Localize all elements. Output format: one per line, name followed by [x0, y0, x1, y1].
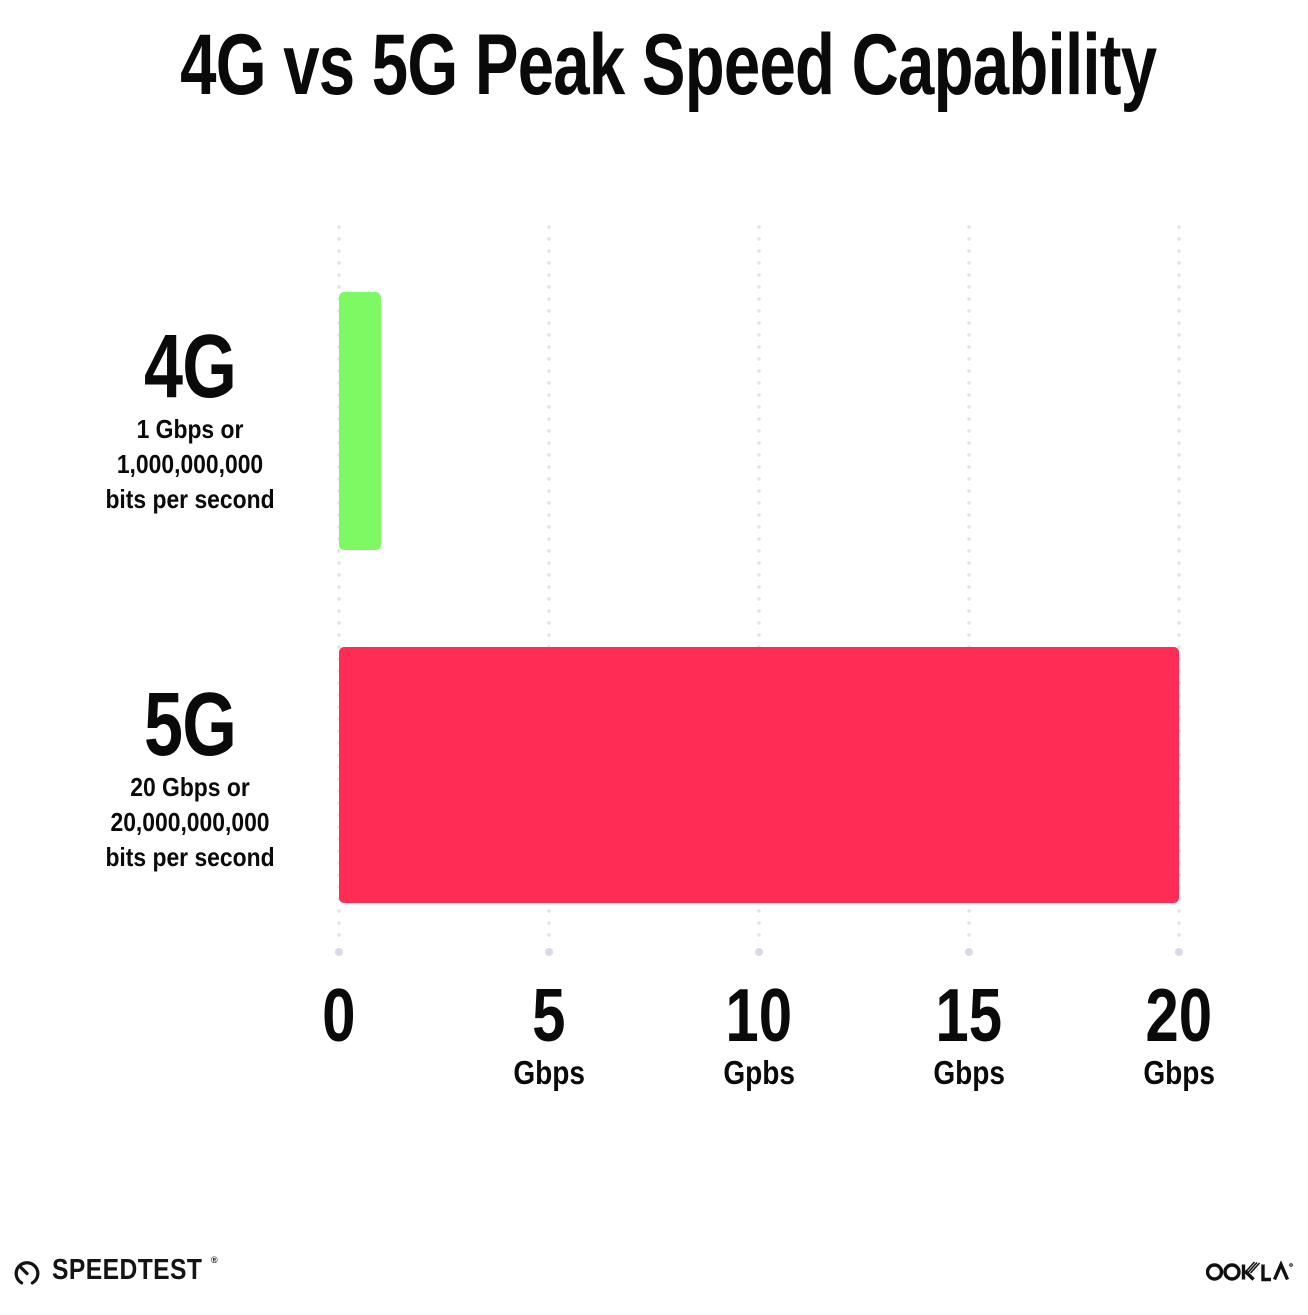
speedtest-gauge-icon: [14, 1261, 40, 1285]
page-title: 4G vs 5G Peak Speed Capability: [0, 18, 1308, 113]
row-5g-sublabel: 20 Gbps or 20,000,000,000 bits per secon…: [58, 770, 322, 875]
ookla-wordmark: [1206, 1260, 1293, 1282]
x-tick-10: 10 Gpbs: [639, 978, 879, 1090]
gridline-10: [755, 224, 763, 956]
x-tick-10-unit: Gpbs: [723, 1054, 795, 1091]
gridline-end-dot: [755, 948, 763, 956]
row-4g-heading: 4G: [40, 322, 340, 412]
x-axis: 0 5 Gbps 10 Gpbs 15 Gbps 20 Gbps: [322, 978, 1215, 1108]
row-5g-heading: 5G: [40, 680, 340, 770]
gridline-end-dot: [335, 948, 343, 956]
row-label-5g: 5G 20 Gbps or 20,000,000,000 bits per se…: [40, 680, 340, 875]
gridline-end-dot: [965, 948, 973, 956]
speedtest-wordmark: SPEEDTEST: [52, 1254, 203, 1286]
x-tick-15: 15 Gbps: [849, 978, 1089, 1090]
x-tick-5-value: 5: [532, 973, 566, 1057]
gridline-20: [1175, 224, 1183, 956]
x-tick-0-value: 0: [322, 973, 356, 1057]
speedtest-logo: SPEEDTEST ®: [10, 1253, 218, 1289]
row-5g-name: 5G: [143, 675, 237, 775]
row-4g-name: 4G: [143, 317, 237, 417]
gridline-end-dot: [545, 948, 553, 956]
row-5g-sub-line-1: 20 Gbps or: [130, 772, 250, 802]
x-tick-20: 20 Gbps: [1059, 978, 1299, 1090]
gridline-0: [335, 224, 343, 956]
row-4g-sub-line-1: 1 Gbps or: [136, 414, 244, 444]
row-5g-sub-line-2: 20,000,000,000: [110, 807, 270, 837]
bar-4g: [339, 292, 381, 550]
row-4g-sublabel: 1 Gbps or 1,000,000,000 bits per second: [58, 412, 322, 517]
x-tick-10-value: 10: [725, 973, 793, 1057]
x-tick-15-value: 15: [935, 973, 1003, 1057]
x-tick-20-value: 20: [1145, 973, 1213, 1057]
row-4g-sub-line-3: bits per second: [105, 484, 275, 514]
chart-title: 4G vs 5G Peak Speed Capability: [179, 17, 1157, 113]
x-tick-15-unit: Gbps: [933, 1054, 1005, 1091]
bar-5g: [339, 647, 1179, 903]
gridline-5: [545, 224, 553, 956]
row-5g-sub-line-3: bits per second: [105, 842, 275, 872]
gridline-15: [965, 224, 973, 956]
x-tick-0-unit: [219, 1056, 459, 1090]
x-tick-0: 0: [219, 978, 459, 1090]
ookla-logo: [1206, 1255, 1294, 1287]
speedtest-trademark: ®: [210, 1255, 218, 1265]
row-4g-sub-line-2: 1,000,000,000: [116, 449, 264, 479]
gridline-end-dot: [1175, 948, 1183, 956]
footer: SPEEDTEST ®: [10, 1248, 1294, 1294]
x-tick-5: 5 Gbps: [429, 978, 669, 1090]
plot-area: [335, 224, 1183, 956]
x-tick-5-unit: Gbps: [513, 1054, 585, 1091]
row-label-4g: 4G 1 Gbps or 1,000,000,000 bits per seco…: [40, 322, 340, 517]
x-tick-20-unit: Gbps: [1143, 1054, 1215, 1091]
